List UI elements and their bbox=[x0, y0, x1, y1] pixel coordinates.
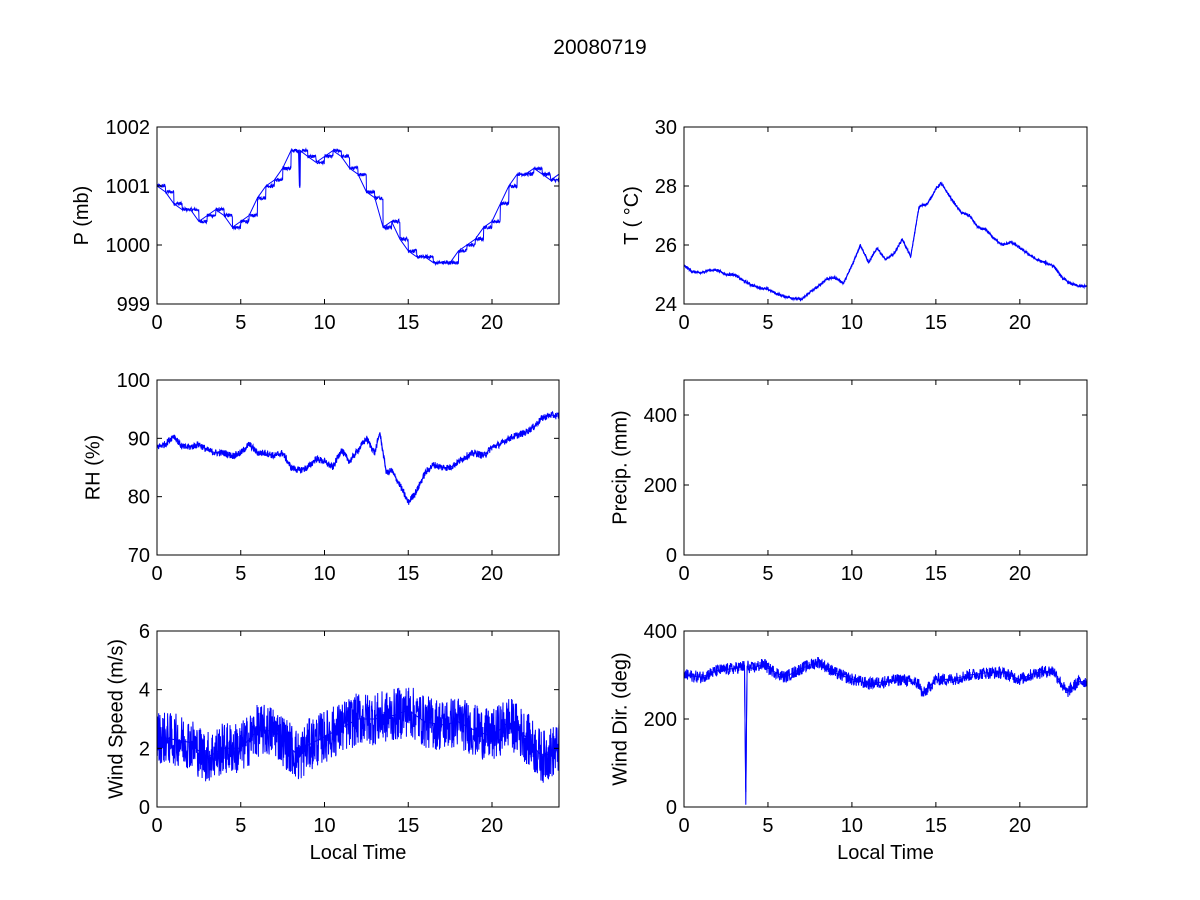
y-axis-label: T ( °C) bbox=[621, 186, 643, 245]
y-tick-label: 2 bbox=[139, 738, 150, 760]
subplot-1: 0 5 10 15 20 999 1000 1001 1002 P (mb) bbox=[71, 117, 560, 334]
y-axis-label: Wind Speed (m/s) bbox=[106, 639, 128, 799]
x-tick-label: 5 bbox=[235, 815, 246, 837]
y-tick-label: 0 bbox=[139, 797, 150, 819]
y-tick-label: 30 bbox=[655, 117, 677, 139]
y-tick-label: 400 bbox=[644, 621, 677, 643]
x-tick-label: 20 bbox=[1009, 815, 1031, 837]
y-axis-label: Wind Dir. (deg) bbox=[610, 652, 632, 785]
y-tick-label: 4 bbox=[139, 680, 150, 702]
y-axis-label: P (mb) bbox=[71, 186, 93, 246]
axes-box bbox=[156, 379, 560, 556]
series-keypoints-line bbox=[683, 182, 1087, 301]
x-tick-label: 0 bbox=[678, 815, 689, 837]
x-tick-label: 5 bbox=[762, 563, 773, 585]
y-tick-label: 6 bbox=[139, 621, 150, 643]
x-tick-label: 10 bbox=[841, 312, 863, 334]
y-tick-label: 1000 bbox=[106, 235, 151, 257]
series-line-wind-direction bbox=[683, 656, 1088, 793]
series-line-wind-speed bbox=[156, 687, 560, 783]
x-tick-label: 10 bbox=[841, 563, 863, 585]
x-tick-label: 15 bbox=[397, 563, 419, 585]
x-axis-label: Local Time bbox=[310, 842, 407, 864]
y-axis-label: Precip. (mm) bbox=[610, 410, 632, 524]
x-tick-label: 5 bbox=[762, 815, 773, 837]
series-keypoints-line bbox=[156, 414, 560, 504]
x-tick-label: 20 bbox=[1009, 312, 1031, 334]
subplot-2: 0 5 10 15 20 24 26 28 30 T ( °C) bbox=[621, 117, 1088, 334]
y-tick-label: 400 bbox=[644, 405, 677, 427]
y-tick-label: 1002 bbox=[106, 117, 151, 139]
x-tick-label: 20 bbox=[481, 563, 503, 585]
x-tick-label: 0 bbox=[151, 563, 162, 585]
axes-box bbox=[156, 630, 560, 808]
x-tick-label: 20 bbox=[1009, 563, 1031, 585]
y-axis-label: RH (%) bbox=[83, 435, 105, 501]
y-tick-label: 90 bbox=[128, 428, 150, 450]
x-tick-label: 10 bbox=[313, 563, 335, 585]
y-tick-label: 100 bbox=[117, 370, 150, 392]
x-axis-label: Local Time bbox=[837, 842, 934, 864]
x-tick-label: 0 bbox=[151, 312, 162, 334]
y-tick-label: 70 bbox=[128, 545, 150, 567]
axes-box bbox=[683, 379, 1088, 556]
x-tick-label: 15 bbox=[925, 312, 947, 334]
plot-area bbox=[157, 380, 559, 555]
figure-title: 20080719 bbox=[553, 36, 646, 59]
x-tick-label: 5 bbox=[762, 312, 773, 334]
y-tick-label: 26 bbox=[655, 235, 677, 257]
subplot-5: 0 5 10 15 20 0 2 4 6 Wind Speed (m/s) Local Time bbox=[106, 621, 560, 864]
x-tick-label: 10 bbox=[313, 815, 335, 837]
y-tick-label: 0 bbox=[666, 545, 677, 567]
plot-area bbox=[684, 631, 1087, 807]
y-tick-label: 24 bbox=[655, 294, 677, 316]
plot-area bbox=[157, 127, 559, 304]
x-tick-label: 20 bbox=[481, 815, 503, 837]
x-tick-label: 10 bbox=[313, 312, 335, 334]
y-tick-label: 200 bbox=[644, 475, 677, 497]
y-tick-label: 1001 bbox=[106, 176, 151, 198]
y-tick-label: 200 bbox=[644, 709, 677, 731]
series-keypoints-line bbox=[156, 709, 560, 758]
x-tick-label: 0 bbox=[678, 563, 689, 585]
x-tick-label: 15 bbox=[397, 312, 419, 334]
y-tick-label: 999 bbox=[117, 294, 150, 316]
axes-box bbox=[156, 126, 560, 305]
y-tick-label: 28 bbox=[655, 176, 677, 198]
y-tick-label: 80 bbox=[128, 487, 150, 509]
x-tick-label: 20 bbox=[481, 312, 503, 334]
x-tick-label: 15 bbox=[925, 815, 947, 837]
x-tick-label: 0 bbox=[151, 815, 162, 837]
plot-area bbox=[684, 127, 1087, 304]
x-tick-label: 0 bbox=[678, 312, 689, 334]
series-keypoints-line bbox=[683, 661, 1087, 805]
x-tick-label: 15 bbox=[925, 563, 947, 585]
y-tick-label: 0 bbox=[666, 797, 677, 819]
x-tick-label: 5 bbox=[235, 312, 246, 334]
x-tick-label: 5 bbox=[235, 563, 246, 585]
x-tick-label: 15 bbox=[397, 815, 419, 837]
axes-box bbox=[683, 126, 1088, 305]
subplot-3: 0 5 10 15 20 70 80 90 100 RH (%) bbox=[83, 370, 560, 585]
plot-area bbox=[684, 380, 1087, 555]
x-tick-label: 10 bbox=[841, 815, 863, 837]
series-keypoints-line bbox=[156, 149, 560, 264]
